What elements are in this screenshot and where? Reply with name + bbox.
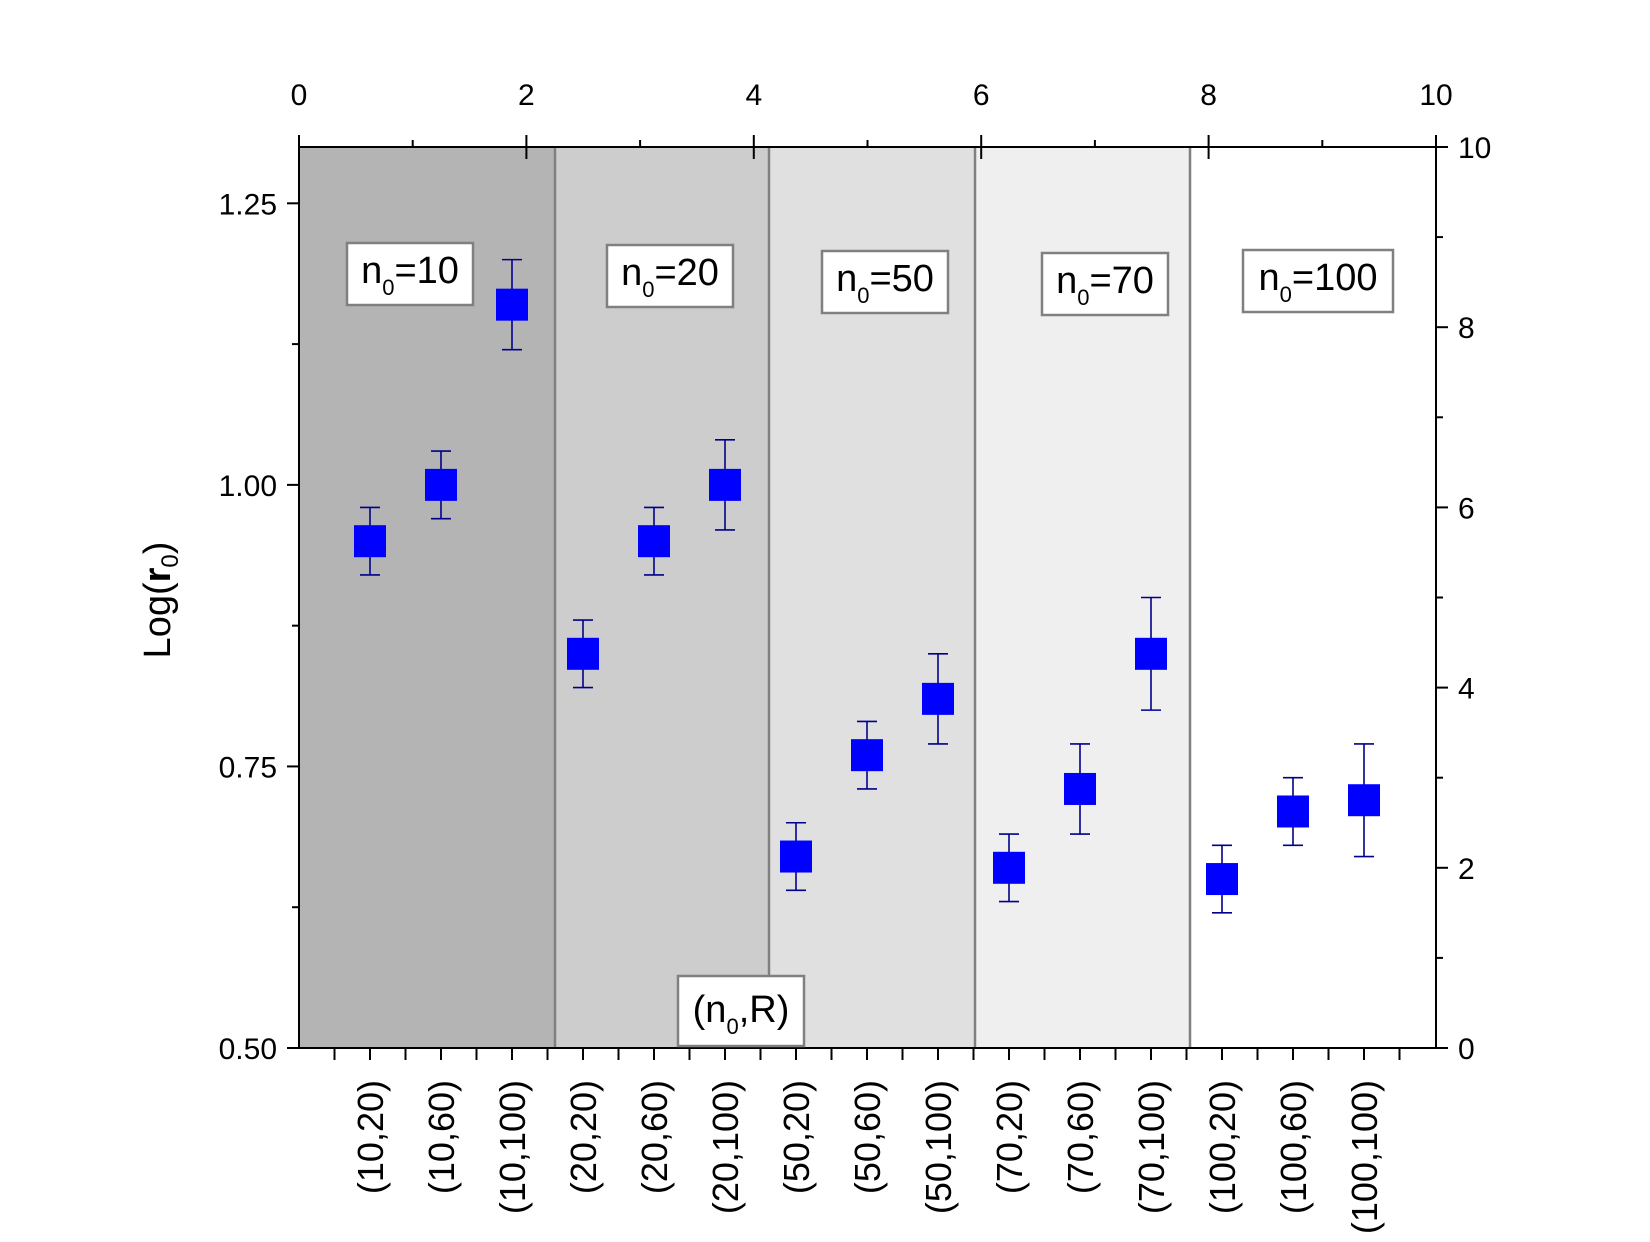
data-point [709,468,741,501]
region-label-suffix: =20 [654,252,718,294]
region-label-prefix: n [836,258,857,300]
data-point [1206,863,1238,896]
region-label-subscript: 0 [642,277,654,302]
region-labels: n0=10 n0=20 n0=50 n0=70 n0=100(n0,R) [345,241,1395,1048]
x-category-label: (100,60) [1273,1080,1314,1214]
region-label-suffix: =10 [394,250,458,292]
right-tick-label: 6 [1458,492,1475,525]
x-category-label: (50,60) [847,1080,888,1194]
region-label-box: n0=50 [820,249,950,315]
x-category-label: (10,20) [350,1080,391,1194]
x-axis-label-frame [676,974,806,1048]
region-label-prefix: n [1056,260,1077,302]
data-point [1348,784,1380,817]
top-tick-label: 2 [518,79,535,112]
region-label-prefix: n [1259,257,1280,299]
region-label-text: n0=10 [361,250,459,300]
data-point [1135,637,1167,670]
region-label-frame [1241,248,1395,314]
region-label-box: n0=70 [1040,251,1170,317]
top-tick-label: 0 [291,79,308,112]
region-label-suffix: =100 [1292,257,1378,299]
region-label-box: n0=100 [1241,248,1395,314]
region-label-box: n0=10 [345,241,475,307]
x-axis-label-box: (n0,R) [676,974,806,1048]
right-tick-label: 0 [1458,1033,1475,1066]
region-label-frame [820,249,950,315]
right-tick-label: 4 [1458,673,1475,706]
y-axis-label-suffix: ) [137,542,179,555]
data-point [638,525,670,558]
x-category-label: (10,60) [421,1080,462,1194]
data-point [1277,795,1309,828]
data-point [922,682,954,715]
top-tick-label: 6 [973,79,990,112]
x-category-label: (20,60) [634,1080,675,1194]
region-label-text: n0=20 [621,252,719,302]
data-point [780,840,812,873]
region-label-frame [1040,251,1170,317]
x-category-label: (70,100) [1131,1080,1172,1214]
y-tick-label: 1.00 [219,470,277,503]
y-tick-label: 0.50 [219,1033,277,1066]
data-point [425,468,457,501]
region-label-subscript: 0 [857,283,869,308]
x-category-label: (70,20) [989,1080,1030,1194]
region-label-subscript: 0 [1077,285,1089,310]
x-category-label: (100,20) [1202,1080,1243,1214]
x-category-label: (70,60) [1060,1080,1101,1194]
x-category-label: (50,100) [918,1080,959,1214]
region-label-suffix: =70 [1089,260,1153,302]
y-tick-label: 0.75 [219,751,277,784]
region-label-subscript: 0 [1280,282,1292,307]
region-label-frame [605,243,735,309]
region-label-text: n0=100 [1259,257,1378,307]
y-axis-label-prefix: Log( [137,582,179,658]
x-category-label: (100,100) [1344,1080,1385,1234]
x-category-label: (50,20) [776,1080,817,1194]
x-category-label: (20,20) [563,1080,604,1194]
region-label-prefix: n [361,250,382,292]
data-point [496,288,528,321]
data-point [1064,772,1096,805]
x-category-label: (10,100) [492,1080,533,1214]
region-label-subscript: 0 [382,275,394,300]
data-points [354,258,1380,914]
y-tick-label: 1.25 [219,188,277,221]
region-label-prefix: n [621,252,642,294]
x-category-label: (20,100) [705,1080,746,1214]
right-tick-label: 10 [1458,132,1491,165]
right-tick-label: 8 [1458,312,1475,345]
x-axis-label: (n0,R) [693,989,790,1039]
region-label-suffix: =50 [869,258,933,300]
data-point [851,739,883,772]
region-label-text: n0=70 [1056,260,1154,310]
y-axis-label-bold: r [137,567,179,582]
x-axis-label-suffix: ,R) [739,989,790,1031]
y-axis-label-subscript: 0 [157,554,184,567]
y-axis-label: Log(r0) [137,542,184,659]
top-tick-label: 4 [745,79,762,112]
x-axis-label-subscript: 0 [726,1014,738,1039]
top-tick-label: 8 [1200,79,1217,112]
right-tick-label: 2 [1458,853,1475,886]
data-point [567,637,599,670]
region-label-text: n0=50 [836,258,934,308]
region-label-box: n0=20 [605,243,735,309]
x-axis-label-prefix: (n [693,989,727,1031]
data-point [993,851,1025,884]
top-tick-label: 10 [1419,79,1452,112]
region-label-frame [345,241,475,307]
data-point [354,525,386,558]
